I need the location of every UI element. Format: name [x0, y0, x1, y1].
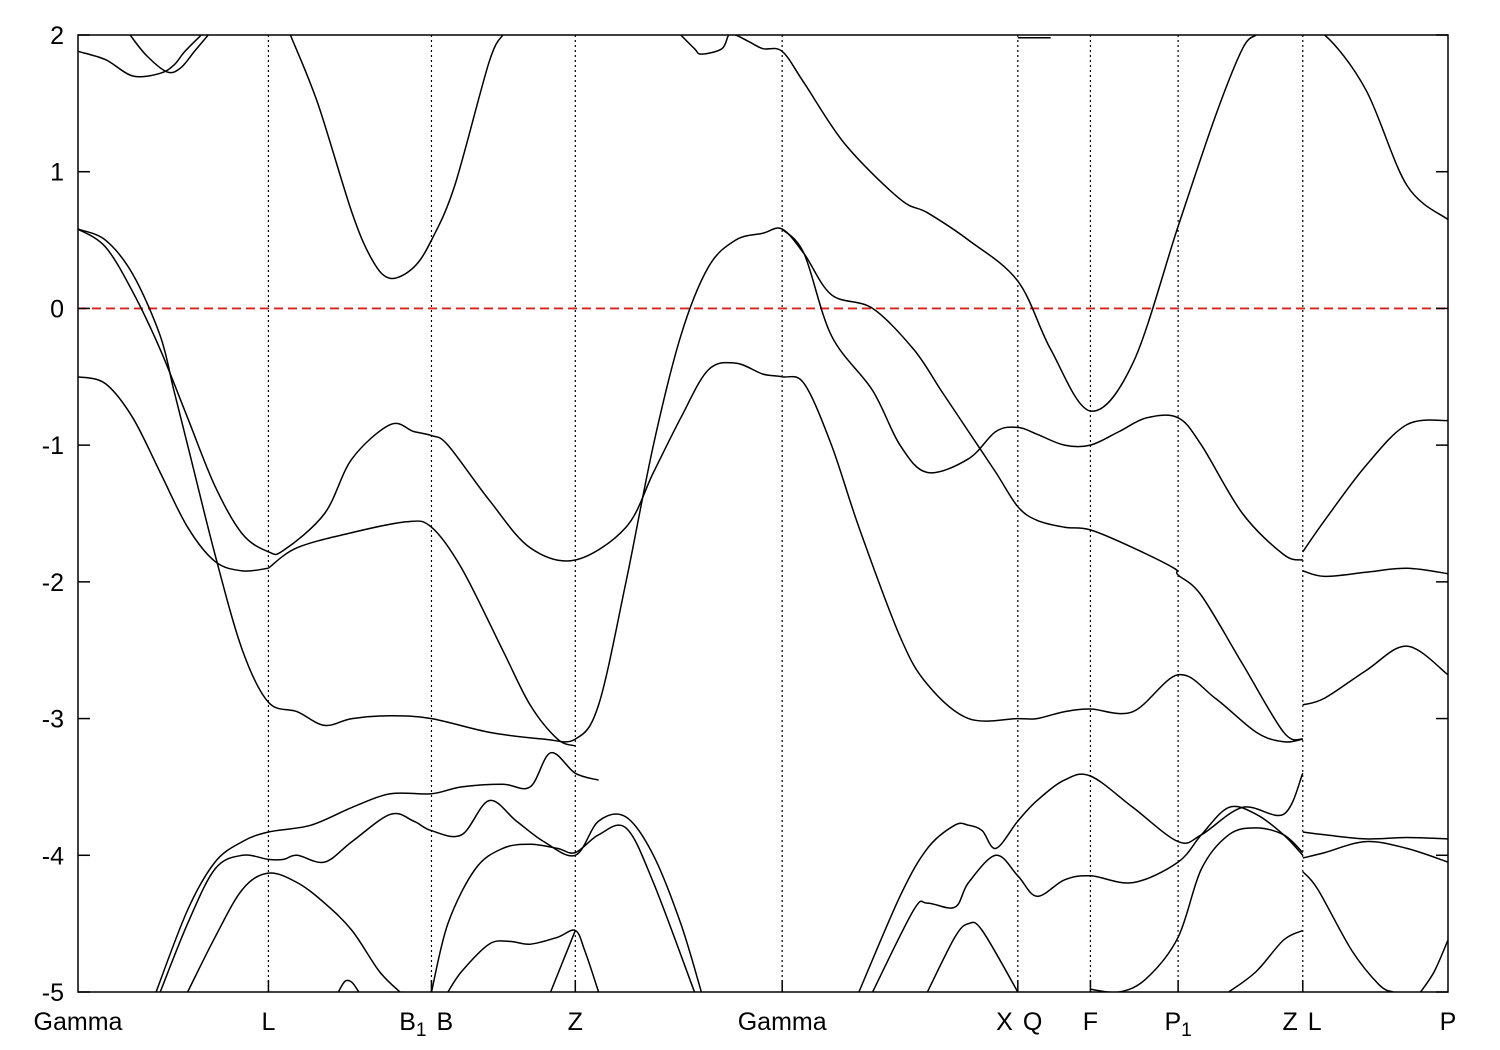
- x-axis: Gamma L B1 B Z Gamma X Q F P1 Z L P: [34, 980, 1457, 1041]
- x-tick-label: B: [436, 1008, 453, 1036]
- band-line: [78, 376, 269, 572]
- band-line: [1302, 567, 1448, 578]
- band-line: [289, 35, 504, 280]
- x-tick-label: Q: [1023, 1008, 1042, 1036]
- band-line: [1302, 645, 1448, 706]
- y-tick-label: 1: [50, 159, 64, 187]
- band-line: [159, 799, 703, 992]
- band-line: [1302, 840, 1448, 863]
- band-line: [155, 752, 599, 992]
- x-tick-label: Z: [1282, 1008, 1297, 1036]
- band-line: [78, 227, 1304, 743]
- band-line: [549, 930, 576, 992]
- x-tick-label: B1: [399, 1008, 426, 1041]
- y-tick-label: 2: [50, 22, 64, 50]
- band-line: [680, 35, 1257, 412]
- band-line: [1302, 35, 1448, 221]
- band-curves: [78, 35, 1448, 992]
- kpoint-divider-lines: [267, 35, 1304, 992]
- band-line: [186, 872, 401, 992]
- y-tick-label: -1: [42, 432, 64, 460]
- band-line: [78, 228, 1303, 743]
- x-tick-label: P1: [1164, 1008, 1191, 1041]
- x-tick-label: L: [261, 1008, 275, 1036]
- x-tick-label: Z: [568, 1008, 583, 1036]
- x-tick-label: Gamma: [34, 1008, 123, 1036]
- x-tick-label: F: [1083, 1008, 1098, 1036]
- band-line: [781, 228, 1304, 561]
- band-line: [1419, 939, 1448, 992]
- y-axis: -5 -4 -3 -2 -1 0 1 2: [42, 22, 1448, 1007]
- y-tick-label: -2: [42, 569, 64, 597]
- band-line: [1228, 929, 1304, 992]
- band-line: [858, 772, 1304, 992]
- band-line: [1302, 831, 1448, 840]
- x-tick-label: P: [1440, 1008, 1457, 1036]
- plot-frame: [77, 34, 1449, 993]
- band-line: [447, 929, 600, 992]
- x-tick-label: L: [1308, 1008, 1322, 1036]
- band-line: [337, 979, 360, 992]
- band-line: [1302, 419, 1448, 553]
- band-line: [926, 921, 1019, 992]
- band-line: [1090, 827, 1304, 992]
- band-line: [78, 35, 202, 78]
- band-line: [871, 805, 1304, 992]
- y-tick-label: -5: [42, 979, 64, 1007]
- x-tick-label: Gamma: [738, 1008, 827, 1036]
- y-tick-label: -3: [42, 706, 64, 734]
- y-tick-label: 0: [50, 295, 64, 323]
- band-line: [129, 35, 209, 74]
- band-line: [1302, 871, 1394, 992]
- x-tick-label: X: [996, 1008, 1013, 1036]
- band-line: [430, 824, 696, 992]
- y-tick-label: -4: [42, 842, 64, 870]
- band-line: [267, 520, 576, 747]
